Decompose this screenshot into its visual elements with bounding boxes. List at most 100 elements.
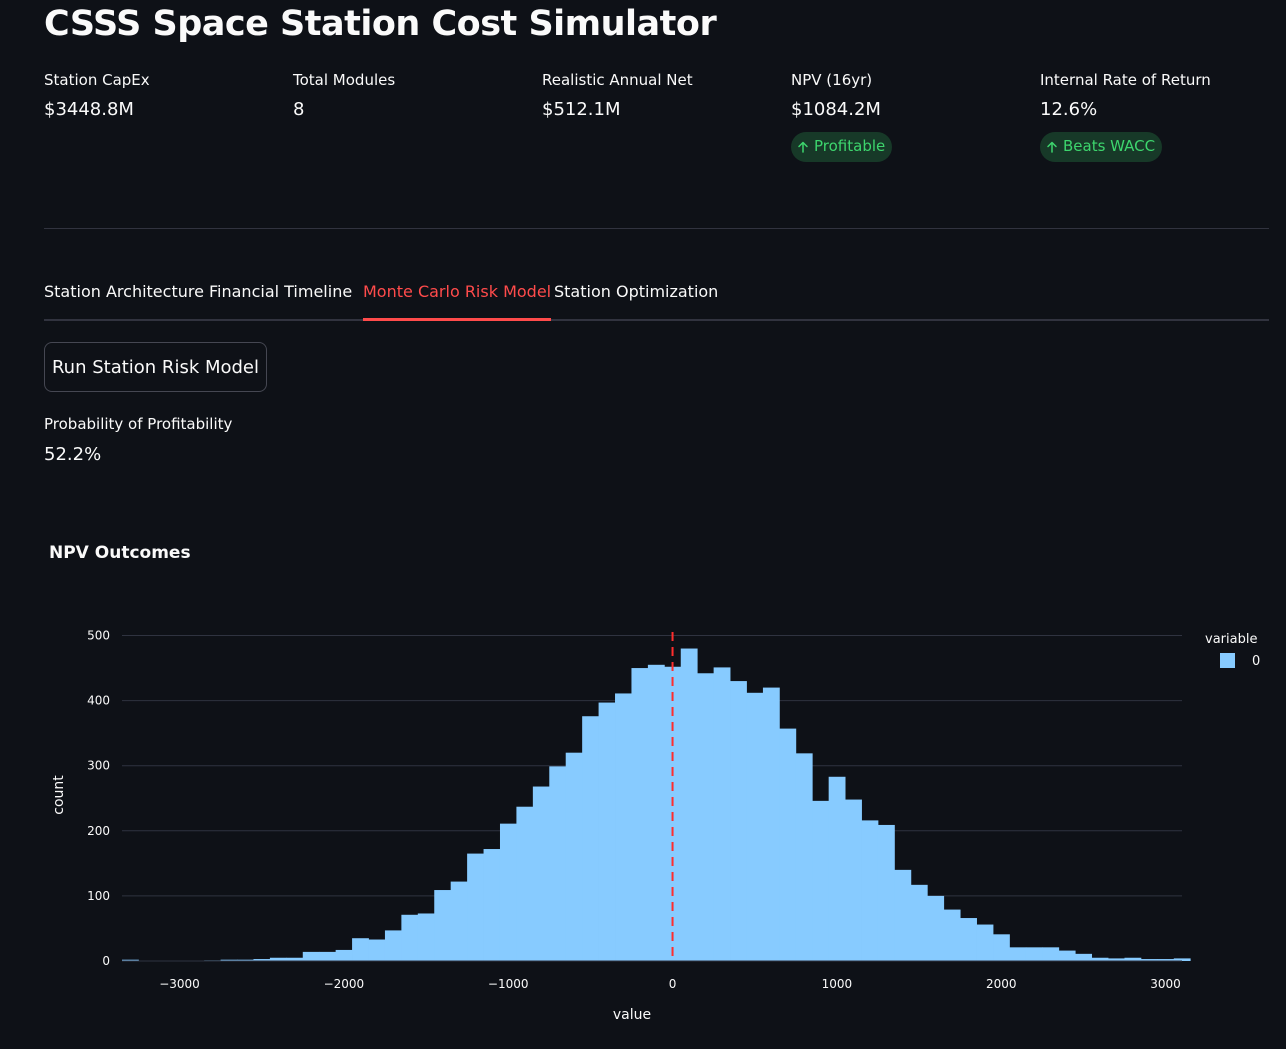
histogram-bar [122, 959, 139, 961]
x-tick-label: −3000 [159, 977, 200, 991]
histogram-bar [993, 934, 1010, 961]
y-tick-label: 0 [102, 954, 110, 968]
histogram-bar [697, 673, 715, 961]
histogram-bars [122, 648, 1191, 961]
probability-label: Probability of Profitability [44, 415, 233, 433]
metric-value: $3448.8M [44, 99, 134, 120]
metric-realistic-annual-net: Realistic Annual Net $512.1M [542, 70, 693, 122]
histogram-bar [1091, 957, 1109, 961]
histogram-bar [1009, 947, 1027, 961]
y-tick-label: 300 [87, 759, 110, 773]
histogram-bar [335, 949, 353, 961]
metric-label: Total Modules [293, 71, 396, 89]
tab-monte-carlo-risk-model[interactable]: Monte Carlo Risk Model [363, 274, 552, 321]
tab-bar-underline [44, 319, 1269, 321]
histogram-bar [861, 820, 879, 961]
histogram-bar [713, 667, 731, 961]
probability-value: 52.2% [44, 444, 102, 465]
metric-npv: NPV (16yr) $1084.2M Profitable [791, 70, 893, 162]
y-tick-label: 400 [87, 694, 110, 708]
histogram-bar [894, 869, 912, 961]
histogram-bar [960, 918, 977, 961]
histogram-bar [762, 687, 780, 961]
arrow-up-icon [798, 141, 808, 153]
histogram-bar [877, 824, 895, 961]
tab-station-optimization[interactable]: Station Optimization [554, 282, 719, 301]
tab-bar: Station Architecture Financial Timeline … [44, 274, 1269, 321]
histogram-bar [450, 881, 468, 961]
delta-text: Profitable [814, 137, 886, 155]
divider [44, 228, 1269, 229]
histogram-bar [532, 786, 550, 961]
x-tick-label: 0 [669, 977, 677, 991]
histogram-bar [237, 959, 254, 961]
histogram-bar [1108, 958, 1125, 961]
histogram-bar [1025, 947, 1043, 961]
histogram-bar [384, 930, 402, 961]
metric-label: Realistic Annual Net [542, 71, 693, 89]
metric-value: $1084.2M [791, 99, 881, 120]
legend-title: variable [1205, 632, 1257, 647]
histogram-bar [352, 938, 369, 961]
metric-label: Station CapEx [44, 71, 150, 89]
histogram-bar [269, 957, 287, 961]
tab-financial-timeline[interactable]: Financial Timeline [209, 282, 353, 301]
x-tick-label: −2000 [324, 977, 365, 991]
x-tick-label: 1000 [822, 977, 853, 991]
histogram-bar [499, 823, 517, 961]
histogram-bar [910, 884, 928, 961]
histogram-bar [1140, 959, 1158, 961]
histogram-bar [401, 914, 419, 961]
histogram-bar [812, 800, 830, 961]
histogram-bar [615, 693, 632, 961]
histogram-bar [434, 890, 452, 961]
histogram-bar [319, 951, 337, 961]
histogram-bar [746, 692, 764, 961]
histogram-bar [943, 909, 961, 961]
histogram-bar [845, 799, 862, 961]
arrow-up-icon [1047, 141, 1057, 153]
histogram-bar [1124, 957, 1142, 961]
histogram-bar [828, 776, 846, 961]
histogram-bar [368, 939, 386, 961]
metric-total-modules: Total Modules 8 [293, 70, 395, 122]
histogram-bar [516, 806, 534, 961]
x-tick-label: 3000 [1150, 977, 1181, 991]
histogram-bar [680, 648, 698, 961]
npv-histogram-chart: 0 100 200 300 400 500 −3000 −2000 −1000 0 1000 2000… [51, 629, 1260, 1023]
histogram-bar [1157, 959, 1175, 961]
legend-swatch [1220, 653, 1235, 668]
histogram-bar [795, 753, 813, 961]
histogram-bar [483, 849, 501, 961]
metric-value: $512.1M [542, 99, 621, 120]
x-axis-title: value [613, 1007, 651, 1023]
y-tick-label: 500 [87, 629, 110, 643]
metric-station-capex: Station CapEx $3448.8M [44, 70, 150, 122]
x-tick-label: −1000 [488, 977, 529, 991]
histogram-bar [976, 924, 994, 961]
metric-label: Internal Rate of Return [1040, 71, 1211, 89]
metric-value: 12.6% [1040, 99, 1098, 120]
histogram-bar [927, 895, 945, 961]
histogram-bar [286, 957, 304, 961]
tab-station-architecture[interactable]: Station Architecture [44, 282, 204, 301]
delta-badge-beats-wacc: Beats WACC [1040, 132, 1163, 162]
run-station-risk-model-button[interactable]: Run Station Risk Model [44, 342, 267, 392]
histogram-bar [1075, 953, 1093, 961]
histogram-bar [730, 681, 747, 961]
histogram-bar [467, 853, 484, 961]
delta-text: Beats WACC [1063, 137, 1156, 155]
y-tick-label: 200 [87, 824, 110, 838]
histogram-bar [1042, 947, 1060, 961]
page-title: CSSS Space Station Cost Simulator [44, 4, 717, 44]
delta-badge-profitable: Profitable [791, 132, 893, 162]
legend-entry: 0 [1252, 654, 1260, 669]
histogram-bar [565, 752, 583, 961]
histogram-bar [253, 959, 271, 961]
metric-irr: Internal Rate of Return 12.6% Beats WACC [1040, 70, 1211, 162]
histogram-bar [647, 664, 665, 961]
histogram-bar [302, 951, 320, 961]
metric-label: NPV (16yr) [791, 71, 873, 89]
histogram-bar [631, 668, 649, 961]
histogram-bar [1173, 958, 1191, 961]
